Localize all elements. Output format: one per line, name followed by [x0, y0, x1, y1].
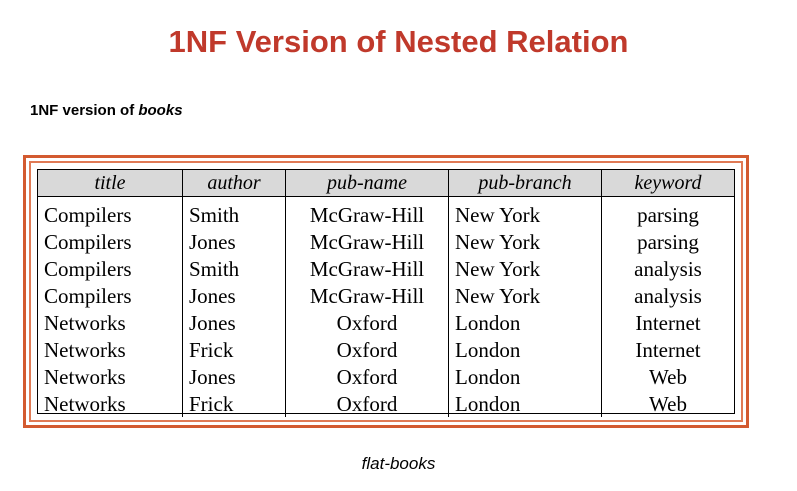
cell-author: Jones	[182, 363, 286, 390]
cell-author: Jones	[182, 228, 286, 255]
relation-table: title author pub-name pub-branch keyword…	[38, 170, 734, 417]
cell-pub-name: Oxford	[285, 363, 449, 390]
table-row: Compilers Jones McGraw-Hill New York parsing	[38, 228, 734, 255]
cell-keyword: parsing	[601, 196, 734, 228]
cell-pub-branch: London	[448, 336, 602, 363]
table-row: Networks Frick Oxford London Internet	[38, 336, 734, 363]
column-header-pub-name: pub-name	[285, 170, 449, 197]
cell-pub-name: Oxford	[285, 309, 449, 336]
column-header-author: author	[182, 170, 286, 197]
cell-pub-branch: New York	[448, 228, 602, 255]
cell-pub-name: McGraw-Hill	[285, 228, 449, 255]
cell-pub-branch: New York	[448, 196, 602, 228]
cell-title: Networks	[44, 364, 126, 389]
cell-keyword: parsing	[601, 228, 734, 255]
cell-pub-branch: New York	[448, 255, 602, 282]
cell-author: Frick	[182, 336, 286, 363]
table-row: Compilers Smith McGraw-Hill New York analysi…	[38, 255, 734, 282]
cell-keyword: Internet	[601, 336, 734, 363]
slide-title: 1NF Version of Nested Relation	[168, 24, 629, 59]
table-row: Networks Frick Oxford London Web	[38, 390, 734, 417]
cell-keyword: Web	[601, 390, 734, 417]
cell-title: Compilers	[44, 283, 132, 308]
cell-title: Networks	[44, 391, 126, 416]
cell-pub-name: McGraw-Hill	[285, 196, 449, 228]
cell-title: Compilers	[44, 229, 132, 254]
table-row: Compilers Smith McGraw-Hill New York parsing	[38, 196, 734, 228]
cell-title: Compilers	[44, 256, 132, 281]
cell-author: Jones	[182, 309, 286, 336]
cell-pub-name: Oxford	[285, 336, 449, 363]
cell-pub-branch: London	[448, 390, 602, 417]
cell-pub-name: Oxford	[285, 390, 449, 417]
cell-pub-branch: New York	[448, 282, 602, 309]
table-caption: flat-books	[361, 454, 436, 473]
relation-table-box: title author pub-name pub-branch keyword…	[37, 169, 735, 417]
cell-pub-branch: London	[448, 309, 602, 336]
cell-author: Frick	[182, 390, 286, 417]
cell-pub-branch: London	[448, 363, 602, 390]
cell-title: Networks	[44, 337, 126, 362]
cell-keyword: Internet	[601, 309, 734, 336]
cell-keyword: Web	[601, 363, 734, 390]
table-row: Networks Jones Oxford London Internet	[38, 309, 734, 336]
subtitle: 1NF version of books	[30, 102, 183, 119]
table-frame: title author pub-name pub-branch keyword…	[23, 155, 749, 428]
cell-author: Jones	[182, 282, 286, 309]
table-header-row: title author pub-name pub-branch keyword	[38, 170, 734, 197]
subtitle-relation-name: books	[138, 102, 183, 119]
column-header-pub-branch: pub-branch	[448, 170, 602, 197]
cell-title: Networks	[44, 310, 126, 335]
cell-pub-name: McGraw-Hill	[285, 282, 449, 309]
cell-keyword: analysis	[601, 255, 734, 282]
cell-pub-name: McGraw-Hill	[285, 255, 449, 282]
cell-author: Smith	[182, 255, 286, 282]
cell-author: Smith	[182, 196, 286, 228]
column-header-title: title	[38, 170, 183, 197]
table-frame-inner: title author pub-name pub-branch keyword…	[29, 161, 743, 422]
table-row: Compilers Jones McGraw-Hill New York analysi…	[38, 282, 734, 309]
cell-title: Compilers	[44, 202, 132, 227]
column-header-keyword: keyword	[601, 170, 734, 197]
subtitle-text: 1NF version of	[30, 102, 139, 119]
table-row: Networks Jones Oxford London Web	[38, 363, 734, 390]
cell-keyword: analysis	[601, 282, 734, 309]
